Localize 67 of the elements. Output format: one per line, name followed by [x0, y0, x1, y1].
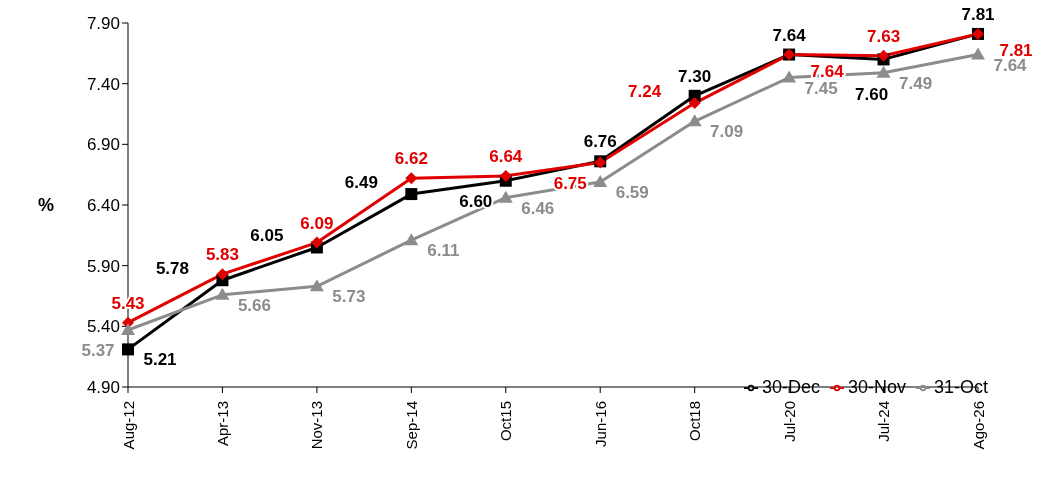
point [405, 188, 418, 201]
data-label: 6.76 [583, 132, 617, 152]
point [309, 279, 324, 292]
data-label: 6.62 [394, 149, 428, 169]
data-label: 5.43 [111, 293, 145, 313]
y-tick-label: 5.90 [86, 256, 120, 276]
point [782, 70, 797, 83]
point [687, 114, 702, 127]
data-label: 6.46 [521, 198, 555, 218]
data-label: 6.09 [300, 213, 334, 233]
y-tick-label: 5.40 [86, 317, 120, 337]
data-label: 7.24 [628, 82, 662, 102]
point [122, 343, 134, 356]
x-tick-label: Sep-14 [402, 401, 420, 450]
x-tick-label: Jun-16 [591, 401, 609, 447]
point [877, 49, 890, 62]
legend-label: 30-Dec [761, 377, 820, 397]
x-tick-label: Nov-13 [308, 401, 326, 450]
legend-label: 31-Oct [933, 377, 988, 397]
data-label: 5.21 [143, 350, 177, 370]
point [405, 172, 418, 185]
data-label: 7.49 [899, 73, 933, 93]
point [593, 174, 608, 187]
point [971, 47, 985, 60]
x-tick-label: Oct18 [686, 401, 704, 442]
y-tick-label: 6.90 [86, 135, 120, 155]
data-label: 7.81 [961, 4, 995, 24]
point [876, 65, 891, 78]
data-label: 7.60 [855, 85, 889, 105]
data-label: 7.63 [867, 26, 901, 46]
data-label: 7.30 [678, 66, 712, 86]
x-tick-label: Jul-24 [875, 401, 893, 442]
point [498, 190, 513, 203]
x-tick-label: Ago-26 [969, 401, 987, 450]
data-label: 5.37 [81, 340, 115, 360]
data-label: 6.64 [489, 146, 523, 166]
data-label: 7.45 [804, 78, 838, 98]
point [688, 97, 701, 110]
point [404, 233, 419, 246]
data-label: 6.60 [459, 191, 493, 211]
y-axis-title: % [38, 195, 55, 216]
x-tick-label: Aug-12 [119, 401, 137, 450]
data-label: 6.49 [344, 173, 378, 193]
y-tick-label: 7.90 [86, 14, 120, 34]
point [215, 287, 230, 300]
y-tick-label: 7.40 [86, 74, 120, 94]
data-label: 6.11 [427, 241, 460, 261]
point [216, 268, 229, 281]
y-tick-label: 6.40 [86, 196, 120, 216]
data-label: 5.73 [332, 287, 366, 307]
data-label: 6.75 [553, 173, 587, 193]
data-label: 7.64 [810, 61, 845, 81]
data-label: 5.83 [205, 245, 239, 265]
legend-label: 30-Nov [847, 377, 906, 397]
x-tick-label: Oct15 [497, 401, 515, 442]
point [499, 169, 512, 182]
data-label: 5.78 [155, 259, 189, 279]
data-label: 6.05 [250, 226, 284, 246]
x-tick-label: Apr-13 [213, 401, 231, 447]
data-label: 7.64 [772, 25, 807, 45]
point [310, 236, 323, 249]
data-label: 6.59 [615, 182, 649, 202]
data-label: 5.66 [237, 295, 271, 315]
point [121, 322, 135, 335]
data-label: 7.09 [710, 122, 744, 142]
y-tick-label: 4.90 [86, 378, 120, 398]
x-tick-label: Jul-20 [780, 401, 798, 442]
